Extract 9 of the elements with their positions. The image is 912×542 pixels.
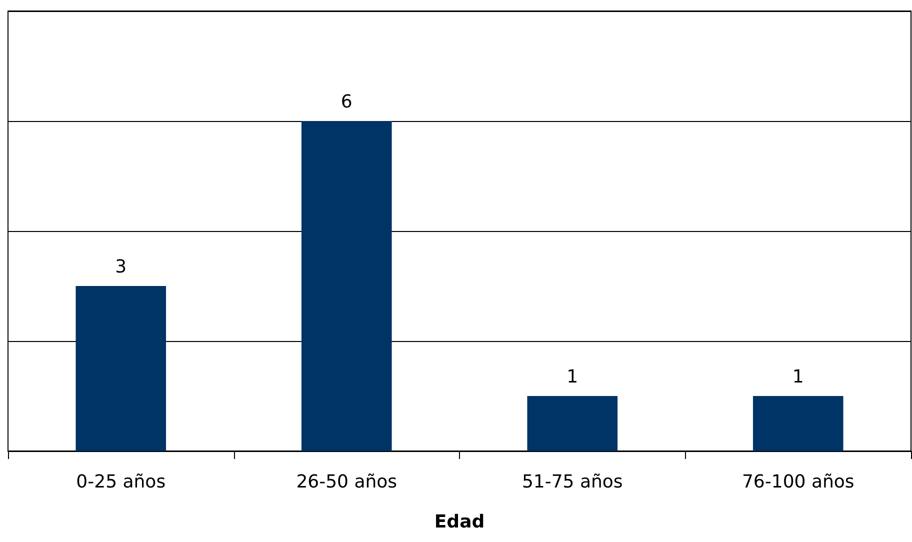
x-tick-label: 26-50 años (296, 472, 398, 492)
data-label: 6 (340, 92, 352, 112)
data-label: 3 (115, 256, 127, 278)
x-tick-label: 76-100 años (742, 472, 854, 492)
x-axis-title: Edad (434, 512, 485, 532)
x-tick-label: 0-25 años (76, 472, 166, 492)
x-tick-label: 51-75 años (522, 472, 623, 492)
data-label: 1 (566, 366, 578, 388)
data-label: 1 (792, 366, 804, 388)
